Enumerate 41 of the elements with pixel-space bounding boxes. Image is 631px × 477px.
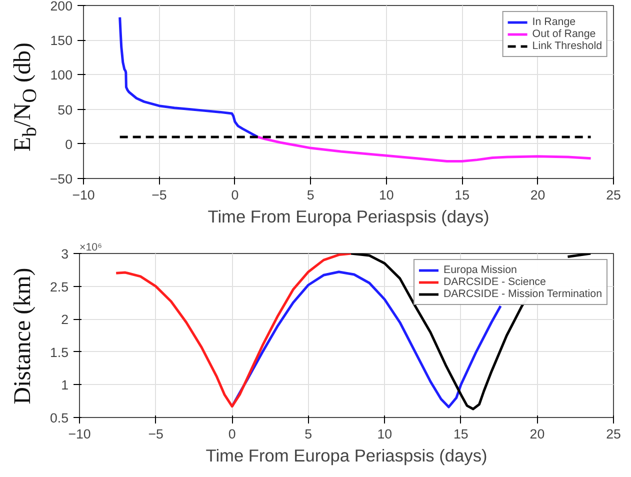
y-tick-label: 200 xyxy=(50,0,73,14)
x-tick-label: 10 xyxy=(377,426,392,442)
y-tick-label: −50 xyxy=(50,172,72,186)
x-tick-label: 25 xyxy=(606,188,621,202)
line-series xyxy=(256,136,592,162)
x-tick-label: −10 xyxy=(72,188,95,202)
y-tick-label: 100 xyxy=(50,68,73,83)
x-tick-label: −5 xyxy=(148,426,164,442)
x-tick-label: 20 xyxy=(530,188,546,202)
y-tick-label: 1 xyxy=(61,378,69,393)
x-axis-title: Time From Europa Periaspsis (days) xyxy=(208,206,490,226)
y-tick-label: 3 xyxy=(61,246,69,262)
x-tick-label: 25 xyxy=(606,426,621,442)
text: ×10⁶ xyxy=(80,242,102,254)
legend-label: Link Threshold xyxy=(532,40,602,52)
y-tick-label: 1.5 xyxy=(50,344,69,360)
x-tick-label: 20 xyxy=(530,426,545,442)
y-tick-label: 0 xyxy=(65,136,73,152)
legend-label: Out of Range xyxy=(532,28,596,40)
x-tick-label: 5 xyxy=(304,426,312,442)
legend-label: DARCSIDE - Science xyxy=(443,276,546,288)
x-tick-label: 0 xyxy=(228,426,236,442)
x-axis-title: Time From Europa Periaspsis (days) xyxy=(206,446,488,466)
x-tick-label: 10 xyxy=(378,188,394,202)
y-tick-label: 0.5 xyxy=(50,410,69,426)
y-tick-label: 50 xyxy=(58,102,73,118)
legend-label: Europa Mission xyxy=(443,264,517,276)
x-tick-label: 15 xyxy=(454,426,468,442)
x-tick-label: −10 xyxy=(68,426,91,442)
line-series xyxy=(114,254,352,408)
x-tick-label: 0 xyxy=(231,188,239,202)
y-tick-label: 2 xyxy=(61,312,69,328)
y-axis-title: Distance (km) xyxy=(9,266,37,406)
y-tick-label: 150 xyxy=(50,33,73,48)
legend-label: In Range xyxy=(532,16,576,28)
line-series xyxy=(118,16,259,138)
y-tick-label: 2.5 xyxy=(50,279,69,294)
legend-label: DARCSIDE - Mission Termination xyxy=(443,288,602,300)
x-tick-label: 5 xyxy=(306,188,314,202)
x-tick-label: −5 xyxy=(152,188,167,202)
x-tick-label: 15 xyxy=(454,188,470,202)
